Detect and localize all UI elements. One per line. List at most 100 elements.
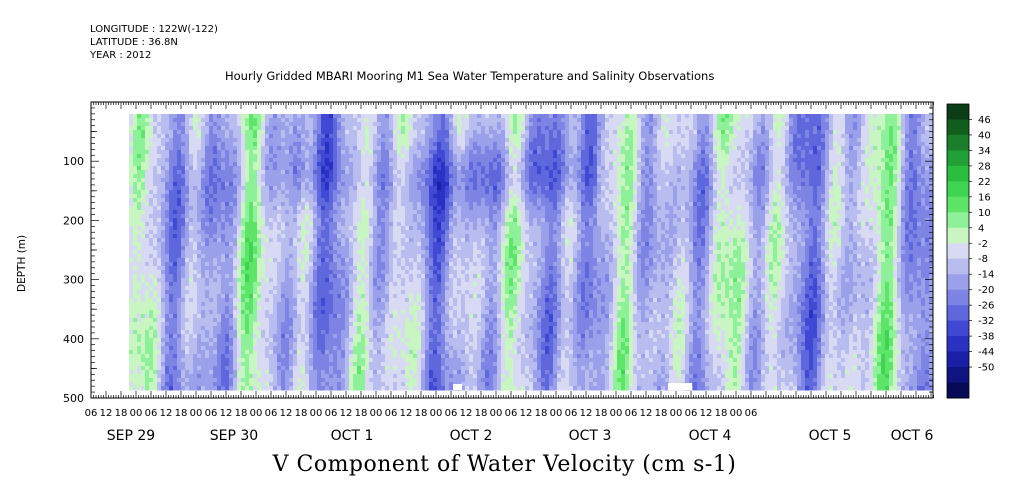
colorbar-swatch <box>947 367 969 384</box>
x-hour-label: 06 <box>565 408 578 419</box>
data-gap <box>668 383 692 390</box>
x-hour-label: 00 <box>670 408 683 419</box>
colorbar-label: -14 <box>978 270 994 281</box>
x-hour-label: 18 <box>595 408 608 419</box>
x-hour-label: 12 <box>340 408 353 419</box>
colorbar-swatch <box>947 227 969 244</box>
colorbar-label: -8 <box>978 254 988 265</box>
x-hour-label: 12 <box>400 408 413 419</box>
x-day-label: SEP 29 <box>107 428 155 444</box>
x-day-label: OCT 3 <box>569 428 612 444</box>
x-hour-label: 18 <box>655 408 668 419</box>
y-tick-label: 100 <box>63 155 84 168</box>
x-day-label: OCT 2 <box>450 428 493 444</box>
x-hour-label: 06 <box>265 408 278 419</box>
x-axis-title: V Component of Water Velocity (cm s-1) <box>272 452 737 477</box>
colorbar-swatch <box>947 165 969 182</box>
x-hour-label: 00 <box>430 408 443 419</box>
colorbar-label: -50 <box>978 363 994 374</box>
latitude-label: LATITUDE : 36.8N <box>90 37 178 48</box>
colorbar-swatch <box>947 320 969 337</box>
colorbar-label: 28 <box>978 161 991 172</box>
colorbar-label: 40 <box>978 130 991 141</box>
x-hour-label: 18 <box>235 408 248 419</box>
x-day-label: OCT 4 <box>689 428 732 444</box>
chart-title: Hourly Gridded MBARI Mooring M1 Sea Wate… <box>225 69 715 83</box>
colorbar-swatch <box>947 305 969 322</box>
colorbar-swatch <box>947 274 969 291</box>
colorbar-swatch <box>947 258 969 275</box>
y-tick-label: 400 <box>63 333 84 346</box>
colorbar-label: -32 <box>978 316 994 327</box>
x-hour-label: 12 <box>460 408 473 419</box>
x-hour-label: 12 <box>520 408 533 419</box>
x-hour-label: 12 <box>640 408 653 419</box>
x-hour-label: 12 <box>100 408 113 419</box>
x-hour-label: 06 <box>385 408 398 419</box>
colorbar-swatch <box>947 181 969 198</box>
x-hour-label: 00 <box>610 408 623 419</box>
colorbar-label: 16 <box>978 192 991 203</box>
x-hour-label: 18 <box>535 408 548 419</box>
data-gap <box>453 384 462 390</box>
x-hour-label: 06 <box>505 408 518 419</box>
colorbar-label: -20 <box>978 285 994 296</box>
colorbar-swatch <box>947 289 969 306</box>
longitude-label: LONGITUDE : 122W(-122) <box>90 24 218 35</box>
x-hour-label: 12 <box>700 408 713 419</box>
x-hour-label: 00 <box>250 408 263 419</box>
x-hour-label: 18 <box>355 408 368 419</box>
x-hour-label: 00 <box>190 408 203 419</box>
x-hour-label: 06 <box>325 408 338 419</box>
x-hour-label: 00 <box>490 408 503 419</box>
x-hour-label: 00 <box>310 408 323 419</box>
colorbar-label: -38 <box>978 332 994 343</box>
heatmap-field <box>129 114 934 391</box>
x-hour-label: 12 <box>580 408 593 419</box>
colorbar-swatch <box>947 150 969 167</box>
y-tick-label: 500 <box>63 392 84 405</box>
x-hour-label: 18 <box>115 408 128 419</box>
x-hour-label: 12 <box>280 408 293 419</box>
y-tick-label: 300 <box>63 274 84 287</box>
colorbar-swatch <box>947 243 969 260</box>
x-hour-label: 12 <box>220 408 233 419</box>
x-hour-label: 06 <box>205 408 218 419</box>
year-label: YEAR : 2012 <box>90 50 152 61</box>
x-hour-label: 06 <box>85 408 98 419</box>
colorbar-frame <box>946 103 970 399</box>
colorbar-swatch <box>947 336 969 353</box>
colorbar-label: 46 <box>978 115 991 126</box>
colorbar-label: -26 <box>978 301 994 312</box>
colorbar-label: 34 <box>978 146 991 157</box>
x-hour-label: 00 <box>550 408 563 419</box>
x-hour-label: 00 <box>730 408 743 419</box>
x-hour-label: 06 <box>445 408 458 419</box>
x-hour-label: 18 <box>475 408 488 419</box>
colorbar-swatch <box>947 382 969 399</box>
colorbar-label: 4 <box>978 223 984 234</box>
colorbar-swatch <box>947 212 969 229</box>
x-hour-label: 06 <box>685 408 698 419</box>
x-day-label: OCT 5 <box>809 428 852 444</box>
x-hour-label: 06 <box>625 408 638 419</box>
x-hour-label: 00 <box>130 408 143 419</box>
x-day-label: SEP 30 <box>210 428 258 444</box>
y-tick-label: 200 <box>63 214 84 227</box>
x-hour-label: 00 <box>370 408 383 419</box>
x-hour-label: 06 <box>745 408 758 419</box>
colorbar-swatch <box>947 119 969 136</box>
x-hour-label: 18 <box>175 408 188 419</box>
x-hour-label: 06 <box>145 408 158 419</box>
x-day-label: OCT 6 <box>891 428 934 444</box>
x-hour-label: 18 <box>295 408 308 419</box>
colorbar-swatch <box>947 104 969 120</box>
x-day-label: OCT 1 <box>331 428 374 444</box>
colorbar-label: 10 <box>978 208 991 219</box>
colorbar-label: 22 <box>978 177 991 188</box>
colorbar-swatch <box>947 351 969 368</box>
x-hour-label: 18 <box>715 408 728 419</box>
colorbar-label: -2 <box>978 239 988 250</box>
colorbar-label: -44 <box>978 347 994 358</box>
